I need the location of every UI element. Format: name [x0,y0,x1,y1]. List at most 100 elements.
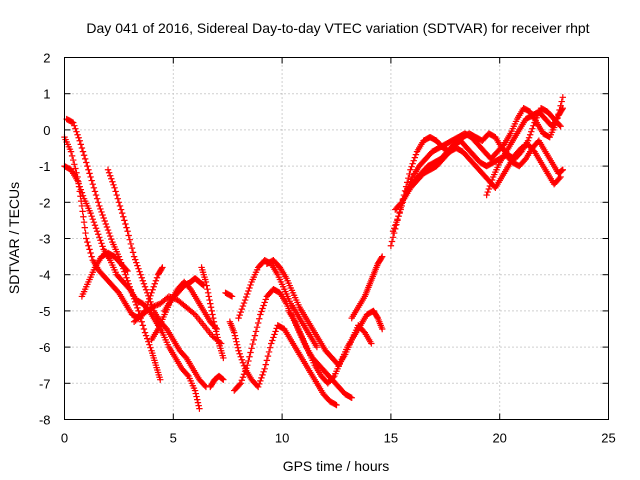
data-point [103,223,111,231]
data-point [151,280,159,287]
y-tick-label: 1 [43,87,50,102]
data-point [194,399,202,406]
data-point [139,277,147,284]
data-point [143,335,151,342]
data-point [90,184,98,192]
data-point [207,304,215,311]
data-point [412,151,420,158]
data-point [136,268,143,275]
data-point [389,228,397,235]
data-point [395,212,402,220]
data-point [82,229,89,237]
data-point [126,236,133,243]
data-point [235,347,242,354]
data-point [97,205,104,213]
data-point [105,169,113,176]
data-point [400,195,408,202]
data-point [244,290,251,298]
data-point [85,242,92,249]
data-point [70,156,77,164]
data-point [313,343,321,351]
data-point [239,359,247,366]
data-point [227,292,235,300]
data-point [398,202,405,210]
data-point [84,162,91,170]
data-point [77,197,85,205]
data-point [220,376,227,383]
data-point [557,123,564,130]
data-point [378,325,386,333]
data-point [208,307,215,315]
data-point [259,305,266,312]
x-tick-label: 20 [492,431,506,446]
data-point [262,296,269,303]
data-point [234,344,242,351]
data-point [239,374,247,381]
y-tick-label: -8 [39,413,51,428]
data-point [106,172,114,179]
data-point [233,341,241,348]
data-point [149,286,156,293]
data-point [134,262,141,269]
data-point [199,281,206,288]
data-point [93,228,101,235]
data-point [80,152,88,159]
data-point [247,349,254,356]
data-point [120,213,127,220]
data-point [151,302,158,310]
data-point [269,337,276,344]
data-point [347,393,354,401]
data-point [74,173,81,181]
data-point [108,175,115,182]
data-point [125,232,132,239]
data-point [220,354,227,362]
data-point [123,274,130,281]
data-point [401,191,409,199]
data-point [128,289,136,296]
data-point [83,235,90,242]
data-point [246,353,253,360]
data-point [394,215,401,223]
data-point [211,322,218,329]
data-point [95,199,102,206]
data-point [127,240,135,248]
data-point [88,253,95,260]
data-point [258,308,265,315]
data-point [86,246,93,253]
data-point [257,377,264,385]
data-point [122,271,129,278]
x-tick-label: 0 [61,431,68,446]
data-point [89,215,96,223]
data-point [265,348,273,356]
data-point [150,283,157,290]
data-point [231,329,238,336]
data-point [77,193,84,200]
y-tick-label: -5 [39,304,51,319]
data-point [132,256,139,263]
data-point [215,337,222,344]
data-point [264,352,272,360]
data-point [134,304,141,312]
data-point [262,361,269,368]
data-point [387,242,395,249]
data-point [92,191,100,199]
data-point [67,148,75,155]
data-point [145,292,152,300]
data-point [348,394,355,401]
data-point [407,166,414,173]
x-tick-label: 10 [275,431,289,446]
data-point [123,224,130,231]
data-point [141,329,149,336]
data-point [104,226,112,234]
data-point [233,338,240,345]
data-point [196,405,203,412]
data-point [80,213,87,220]
data-point [111,184,118,192]
data-point [487,179,495,187]
data-point [260,302,267,309]
data-point [117,206,125,213]
data-point [272,328,279,335]
data-point [378,253,386,260]
data-point [408,163,415,170]
data-point [122,220,129,228]
